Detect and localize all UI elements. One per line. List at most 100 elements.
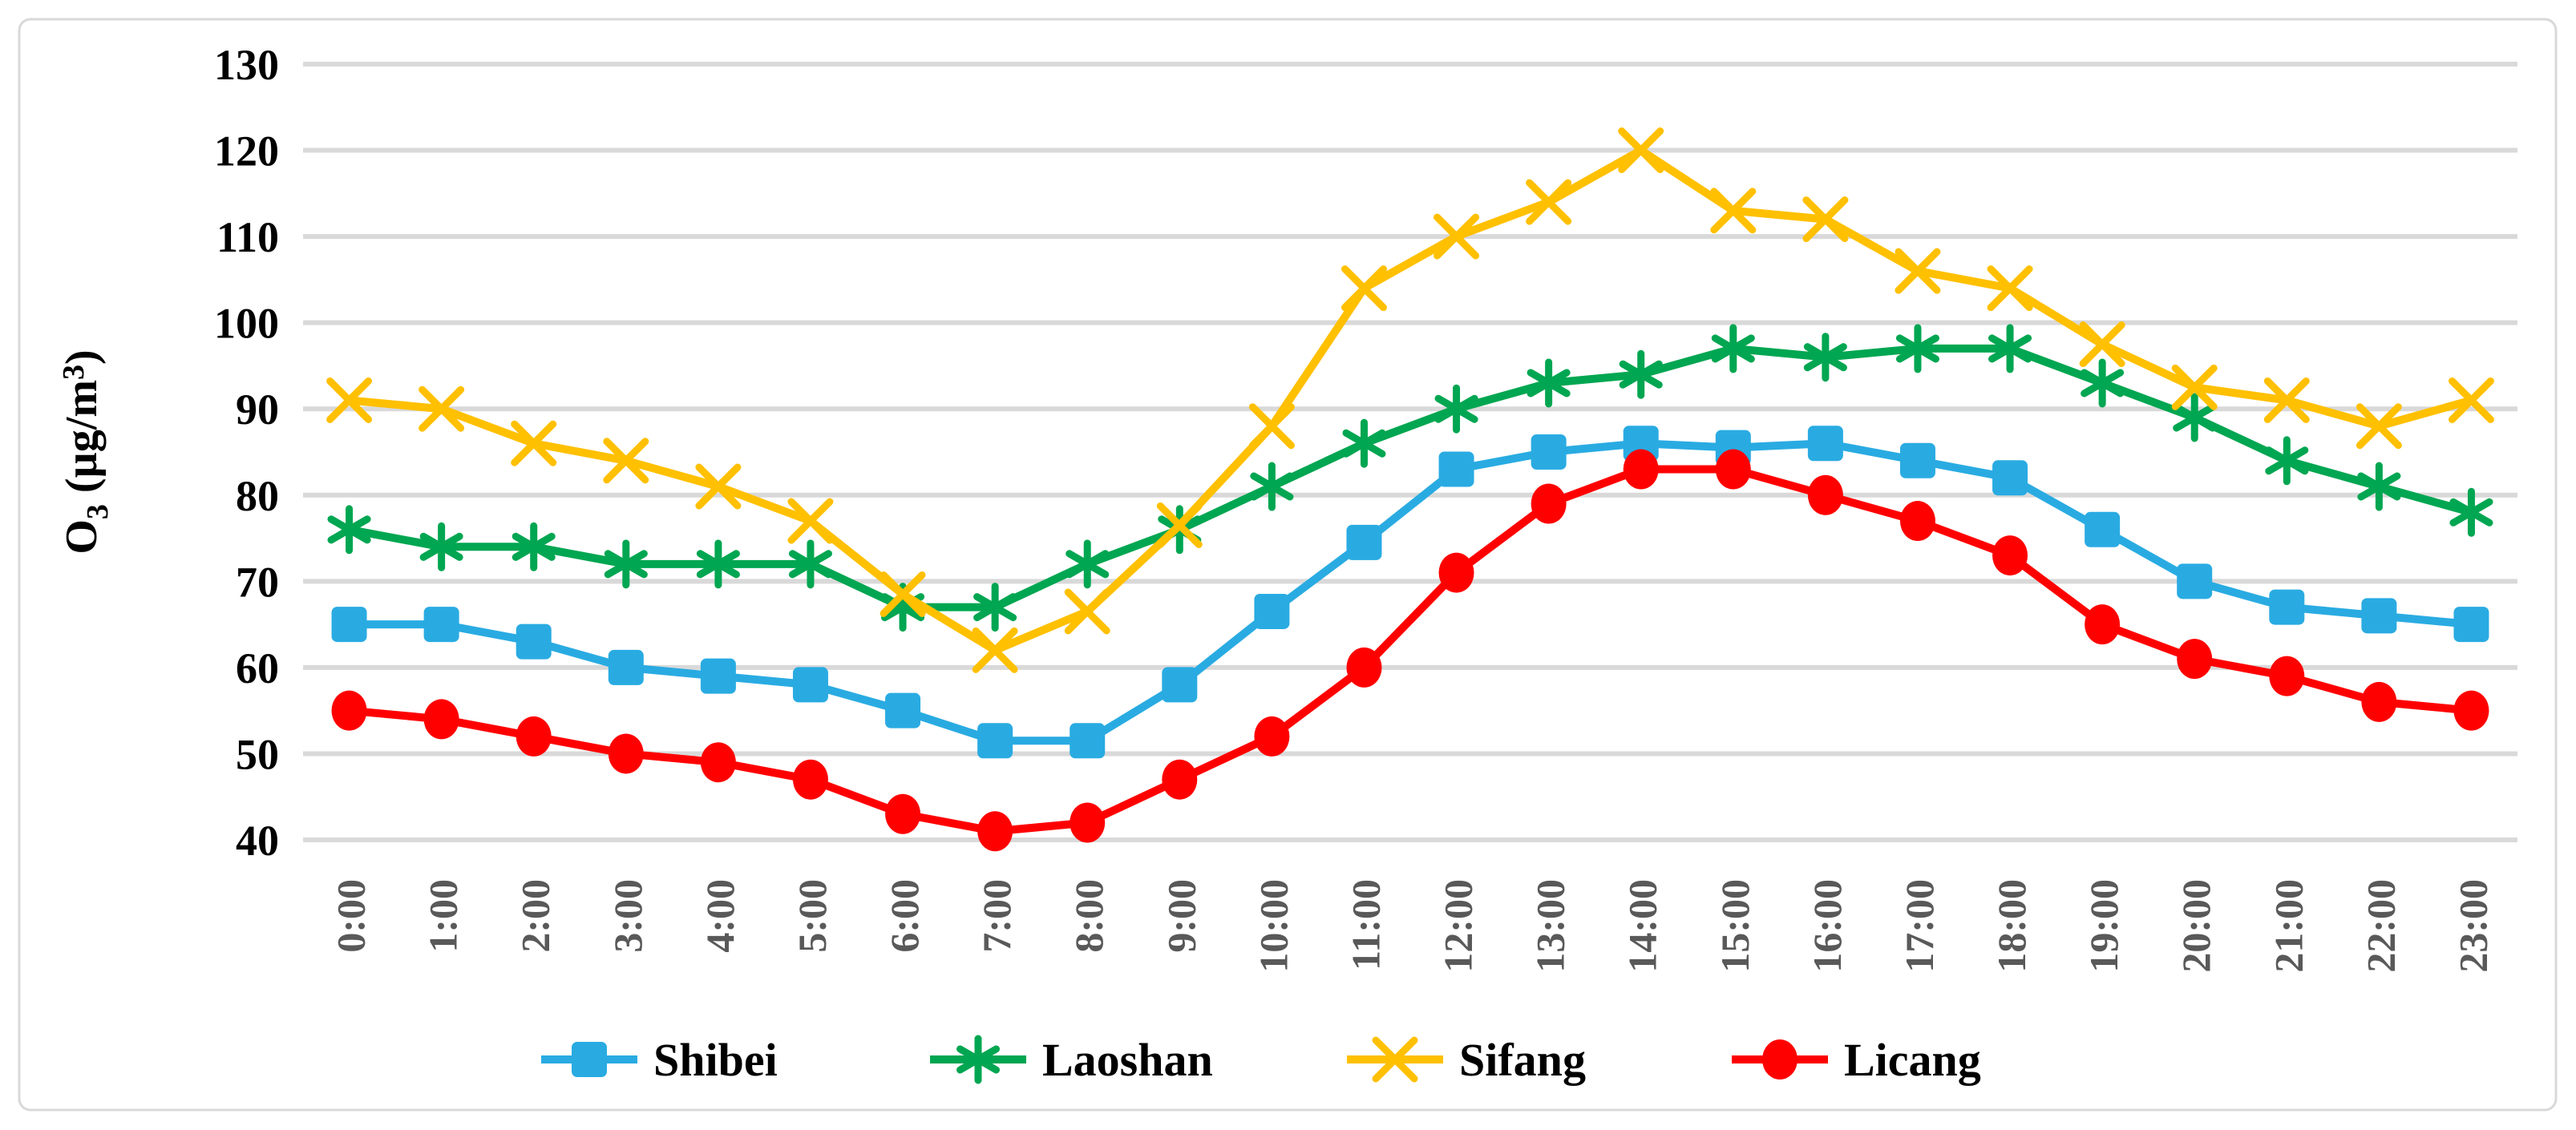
data-point-marker — [1070, 802, 1106, 843]
data-point-marker — [1803, 333, 1847, 382]
data-point-marker — [1710, 188, 1757, 234]
data-point-marker — [1156, 502, 1203, 548]
y-axis-labels: 130 120 110 100 90 80 70 60 50 40 — [214, 41, 279, 865]
x-tick-label: 11:00 — [1343, 879, 1388, 971]
legend-item-shibei: Shibei — [541, 1034, 778, 1086]
x-tick-label: 13:00 — [1528, 879, 1573, 973]
data-point-marker — [2265, 436, 2309, 486]
y-tick-label: 120 — [214, 127, 279, 176]
data-point-marker — [2085, 511, 2121, 547]
data-point-marker — [1248, 403, 1295, 450]
data-point-marker — [2269, 656, 2305, 696]
data-point-marker — [603, 438, 649, 484]
data-point-marker — [1531, 434, 1567, 470]
data-point-marker — [1434, 384, 1478, 434]
x-axis-labels: 0:00 1:00 2:00 3:00 4:00 5:00 6:00 7:00 8:00 9:00… — [329, 879, 2496, 973]
legend: Shibei Laoshan Sifang Licang — [541, 1034, 1981, 1086]
data-point-marker — [1802, 196, 1849, 243]
data-point-marker — [1531, 483, 1567, 524]
y-tick-label: 70 — [236, 558, 279, 606]
data-point-marker — [1162, 667, 1198, 703]
x-tick-label: 18:00 — [1989, 879, 2034, 973]
data-point-marker — [788, 539, 832, 589]
data-point-marker — [1341, 265, 1387, 312]
data-point-marker — [1527, 358, 1571, 408]
data-point-marker — [1711, 324, 1755, 373]
data-point-marker — [2361, 598, 2397, 634]
figure-border — [18, 18, 2558, 1112]
y-tick-label: 50 — [236, 730, 279, 778]
data-point-marker — [2453, 690, 2489, 731]
data-point-marker — [572, 1042, 607, 1077]
data-point-marker — [2171, 364, 2218, 410]
data-point-marker — [880, 571, 926, 617]
data-point-marker — [512, 522, 556, 571]
legend-label: Shibei — [653, 1034, 778, 1086]
series-line — [345, 146, 2476, 655]
data-point-marker — [1438, 552, 1474, 593]
legend-item-licang: Licang — [1732, 1034, 1981, 1086]
data-point-marker — [2263, 377, 2310, 423]
data-point-marker — [2361, 681, 2397, 722]
data-point-marker — [326, 377, 373, 423]
data-point-marker — [1372, 1036, 1418, 1083]
data-point-marker — [1623, 449, 1659, 490]
data-point-marker — [1346, 647, 1382, 688]
data-point-marker — [331, 690, 367, 731]
x-tick-label: 14:00 — [1620, 879, 1665, 973]
y-tick-label: 60 — [236, 644, 279, 692]
data-point-marker — [1070, 723, 1106, 759]
data-point-marker — [1619, 349, 1663, 399]
data-point-marker — [1899, 442, 1935, 478]
data-point-marker — [419, 385, 465, 432]
y-tick-label: 90 — [236, 385, 279, 434]
data-point-marker — [423, 699, 459, 740]
data-point-marker — [1807, 474, 1843, 515]
y-tick-label: 80 — [236, 472, 279, 520]
data-point-marker — [1762, 1039, 1798, 1080]
y-tick-label: 100 — [214, 300, 279, 348]
data-point-marker — [1987, 265, 2033, 312]
data-point-marker — [2177, 639, 2213, 680]
data-point-marker — [695, 463, 742, 510]
legend-label: Sifang — [1459, 1034, 1586, 1086]
x-tick-label: 3:00 — [605, 879, 650, 953]
data-point-marker — [2177, 563, 2213, 599]
data-point-marker — [1438, 451, 1474, 487]
data-point-marker — [700, 742, 736, 783]
data-point-marker — [516, 624, 552, 660]
data-point-marker — [2081, 358, 2125, 408]
legend-label: Laoshan — [1042, 1034, 1213, 1086]
data-point-marker — [2269, 589, 2305, 625]
data-point-marker — [885, 692, 921, 728]
data-point-marker — [2173, 393, 2217, 442]
data-point-marker — [1434, 213, 1480, 260]
data-point-marker — [696, 539, 740, 589]
x-tick-label: 19:00 — [2081, 879, 2126, 973]
data-point-marker — [419, 522, 463, 571]
data-point-marker — [516, 716, 552, 757]
y-tick-label: 130 — [214, 41, 279, 89]
series-sifang — [326, 127, 2494, 673]
data-point-marker — [973, 583, 1017, 632]
data-point-marker — [1899, 501, 1935, 542]
x-tick-label: 7:00 — [974, 879, 1019, 953]
data-point-marker — [700, 658, 736, 694]
data-point-marker — [1342, 418, 1386, 468]
x-tick-label: 21:00 — [2266, 879, 2311, 973]
data-point-marker — [1895, 324, 1939, 373]
data-point-marker — [787, 498, 834, 544]
data-point-marker — [2449, 487, 2493, 537]
data-point-marker — [792, 759, 828, 800]
x-tick-label: 1:00 — [421, 879, 466, 953]
gridlines — [303, 62, 2517, 842]
data-point-marker — [1807, 426, 1843, 462]
legend-label: Licang — [1844, 1034, 1981, 1086]
y-tick-label: 110 — [216, 213, 279, 261]
data-point-marker — [2079, 321, 2125, 368]
data-point-marker — [331, 607, 367, 643]
data-point-marker — [2356, 403, 2402, 450]
x-tick-label: 8:00 — [1066, 879, 1111, 953]
